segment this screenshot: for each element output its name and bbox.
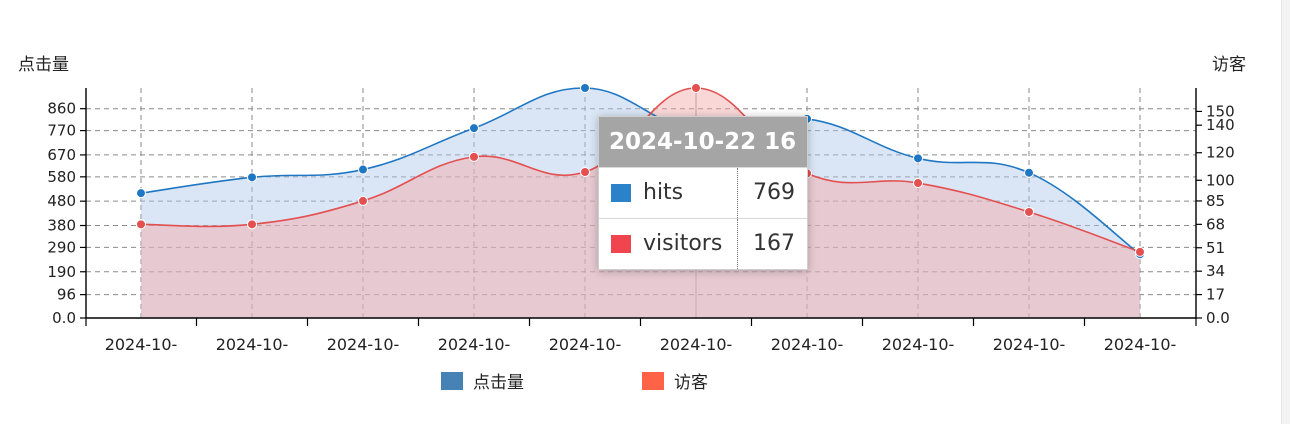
y-left-tick-label: 96	[57, 286, 76, 304]
chart-tooltip: 2024-10-22 16 hits 769 visitors 167	[598, 116, 808, 270]
data-point-1-9[interactable]	[1135, 246, 1145, 257]
y-left-tick-label: 580	[47, 168, 76, 186]
data-point-0-2[interactable]	[358, 164, 368, 175]
legend-swatch-hits	[441, 371, 463, 390]
legend-label-hits: 点击量	[473, 373, 524, 393]
y-right-axis-title: 访客	[1212, 55, 1246, 75]
y-right-tick-label: 68	[1206, 215, 1225, 233]
y-left-tick-label: 480	[47, 192, 76, 210]
y-right-tick-label: 120	[1206, 144, 1235, 162]
tooltip-value-hits: 769	[753, 180, 795, 205]
data-point-1-1[interactable]	[247, 219, 257, 230]
tooltip-swatch-hits	[611, 184, 631, 202]
x-ticks: 2024-10- 2024-10- 2024-10- 2024-10- 2024-10-…	[85, 318, 1197, 354]
data-point-1-4[interactable]	[580, 167, 590, 178]
data-point-1-8[interactable]	[1024, 206, 1034, 217]
x-tick-label: 2024-10-	[105, 335, 178, 354]
data-point-1-5[interactable]	[691, 83, 701, 93]
y-left-tick-label: 190	[47, 263, 76, 281]
x-tick-label: 2024-10-	[660, 335, 733, 354]
y-left-tick-label: 770	[47, 122, 76, 140]
x-tick-label: 2024-10-	[1104, 335, 1177, 354]
y-left-tick-label: 670	[47, 146, 76, 164]
legend-item-hits[interactable]: 点击量	[441, 368, 524, 393]
legend-label-visitors: 访客	[674, 373, 708, 393]
x-tick-label: 2024-10-	[327, 335, 400, 354]
legend-item-visitors[interactable]: 访客	[642, 368, 708, 393]
tooltip-divider	[737, 219, 738, 269]
y-right-tick-label: 140	[1206, 116, 1235, 134]
y-right-tick-label: 51	[1206, 239, 1225, 257]
x-tick-label: 2024-10-	[216, 335, 289, 354]
x-tick-label: 2024-10-	[549, 335, 622, 354]
data-point-1-3[interactable]	[469, 151, 479, 162]
data-point-0-0[interactable]	[136, 188, 146, 199]
tooltip-swatch-visitors	[611, 235, 631, 253]
y-right-tick-label: 150	[1206, 102, 1235, 120]
page-scrollbar[interactable]	[1281, 0, 1290, 424]
x-tick-label: 2024-10-	[771, 335, 844, 354]
y-left-axis-title: 点击量	[18, 55, 69, 75]
legend-swatch-visitors	[642, 371, 664, 390]
tooltip-row-hits: hits 769	[599, 167, 807, 218]
data-point-0-4[interactable]	[580, 83, 590, 93]
x-tick-label: 2024-10-	[882, 335, 955, 354]
data-point-0-8[interactable]	[1024, 167, 1034, 178]
tooltip-title: 2024-10-22 16	[599, 117, 807, 167]
x-tick-label: 2024-10-	[438, 335, 511, 354]
tooltip-label-visitors: visitors	[643, 231, 723, 256]
y-right-tick-label: 100	[1206, 171, 1235, 189]
y-left-ticks: 0.0 96 190 290 380 480 580 670 770 860	[47, 100, 86, 327]
y-right-tick-label: 17	[1206, 286, 1225, 304]
y-right-tick-label: 85	[1206, 192, 1225, 210]
tooltip-row-visitors: visitors 167	[599, 218, 807, 269]
y-left-tick-label: 380	[47, 217, 76, 235]
series-line-0	[140, 87, 1141, 255]
data-point-0-1[interactable]	[247, 172, 257, 183]
data-point-1-2[interactable]	[358, 195, 368, 206]
data-point-0-7[interactable]	[913, 153, 923, 164]
y-left-tick-label: 0.0	[52, 309, 76, 327]
y-right-tick-label: 0.0	[1206, 309, 1230, 327]
y-left-tick-label: 290	[47, 238, 76, 256]
data-point-1-7[interactable]	[913, 178, 923, 189]
x-tick-label: 2024-10-	[993, 335, 1066, 354]
data-point-1-0[interactable]	[136, 219, 146, 230]
data-point-0-3[interactable]	[469, 123, 479, 134]
y-right-tick-label: 34	[1206, 262, 1225, 280]
y-left-tick-label: 860	[47, 100, 76, 118]
tooltip-value-visitors: 167	[753, 231, 795, 256]
tooltip-divider	[737, 168, 738, 218]
tooltip-label-hits: hits	[643, 180, 684, 205]
